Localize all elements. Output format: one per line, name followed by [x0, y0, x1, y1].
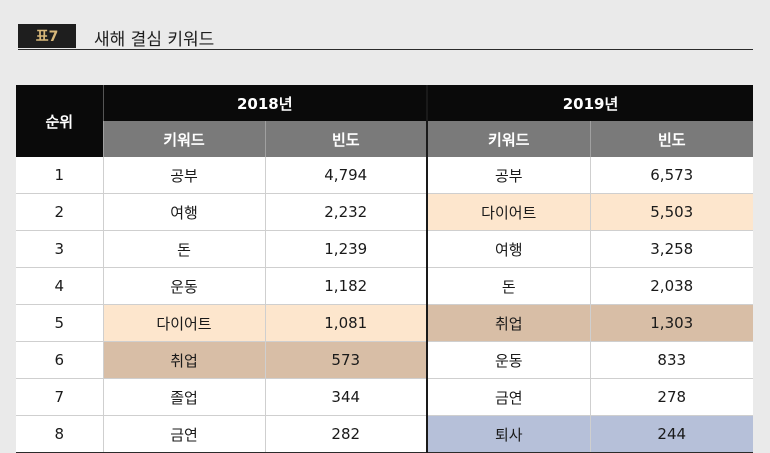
keyword-2018-cell: 다이어트: [102, 304, 265, 342]
keyword-2019-cell: 다이어트: [426, 193, 590, 231]
frequency-2019-cell: 3,258: [589, 230, 753, 268]
table-row: 3 돈 1,239 여행 3,258: [16, 230, 753, 268]
keyword-header-2018: 키워드: [102, 121, 265, 157]
keyword-2018-cell: 졸업: [102, 378, 265, 416]
header-row-columns: 키워드 빈도 키워드 빈도: [16, 121, 753, 157]
year-2018-header: 2018년: [102, 85, 427, 121]
keyword-2018-cell: 공부: [102, 157, 265, 194]
table-number-badge: 표7: [18, 24, 76, 48]
frequency-2019-cell: 833: [589, 341, 753, 379]
table-caption: 표7 새해 결심 키워드: [18, 20, 753, 50]
keyword-2019-cell: 퇴사: [426, 415, 590, 453]
frequency-2019-cell: 278: [589, 378, 753, 416]
table-row: 5 다이어트 1,081 취업 1,303: [16, 304, 753, 342]
rank-cell: 3: [16, 230, 103, 268]
table-row: 8 금연 282 퇴사 244: [16, 415, 753, 453]
keyword-2018-cell: 여행: [102, 193, 265, 231]
frequency-2018-cell: 1,182: [264, 267, 427, 305]
keyword-table: 순위 2018년 2019년 키워드 빈도 키워드 빈도 1 공부 4,794 …: [16, 85, 753, 453]
keyword-2019-cell: 취업: [426, 304, 590, 342]
keyword-2019-cell: 금연: [426, 378, 590, 416]
rank-header: 순위: [16, 85, 103, 157]
frequency-2018-cell: 1,239: [264, 230, 427, 268]
frequency-2018-cell: 344: [264, 378, 427, 416]
rank-cell: 7: [16, 378, 103, 416]
table-row: 7 졸업 344 금연 278: [16, 378, 753, 416]
table-title: 새해 결심 키워드: [94, 30, 215, 50]
rank-cell: 8: [16, 415, 103, 453]
keyword-2019-cell: 운동: [426, 341, 590, 379]
keyword-2018-cell: 취업: [102, 341, 265, 379]
frequency-2018-cell: 1,081: [264, 304, 427, 342]
keyword-2019-cell: 돈: [426, 267, 590, 305]
frequency-2018-cell: 4,794: [264, 157, 427, 194]
frequency-2018-cell: 2,232: [264, 193, 427, 231]
keyword-header-2019: 키워드: [426, 121, 590, 157]
keyword-2018-cell: 운동: [102, 267, 265, 305]
table-row: 6 취업 573 운동 833: [16, 341, 753, 379]
keyword-2019-cell: 여행: [426, 230, 590, 268]
frequency-header-2019: 빈도: [589, 121, 753, 157]
frequency-2019-cell: 6,573: [589, 157, 753, 194]
table-row: 2 여행 2,232 다이어트 5,503: [16, 193, 753, 231]
header-row-years: 순위 2018년 2019년: [16, 85, 753, 157]
rank-cell: 1: [16, 157, 103, 194]
table-row: 1 공부 4,794 공부 6,573: [16, 157, 753, 194]
rank-cell: 4: [16, 267, 103, 305]
rank-cell: 2: [16, 193, 103, 231]
frequency-header-2018: 빈도: [264, 121, 427, 157]
keyword-2018-cell: 금연: [102, 415, 265, 453]
frequency-2018-cell: 282: [264, 415, 427, 453]
keyword-2019-cell: 공부: [426, 157, 590, 194]
year-2019-header: 2019년: [426, 85, 753, 121]
frequency-2019-cell: 1,303: [589, 304, 753, 342]
frequency-2019-cell: 5,503: [589, 193, 753, 231]
frequency-2018-cell: 573: [264, 341, 427, 379]
rank-cell: 6: [16, 341, 103, 379]
keyword-2018-cell: 돈: [102, 230, 265, 268]
rank-cell: 5: [16, 304, 103, 342]
frequency-2019-cell: 2,038: [589, 267, 753, 305]
table-row: 4 운동 1,182 돈 2,038: [16, 267, 753, 305]
frequency-2019-cell: 244: [589, 415, 753, 453]
